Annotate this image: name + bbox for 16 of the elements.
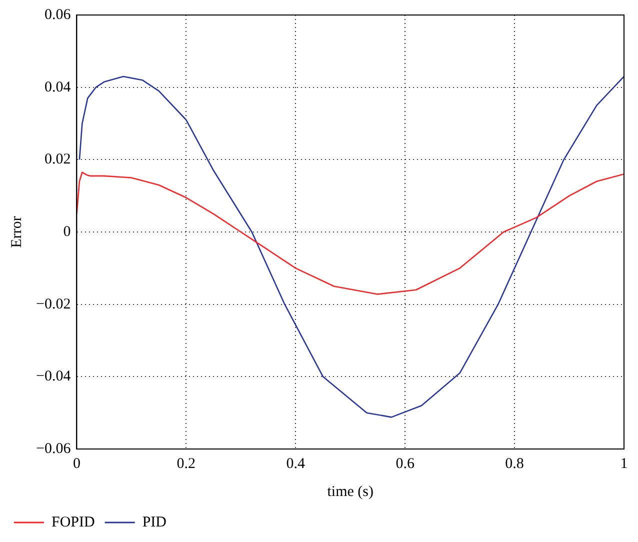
x-tick-label: 0.8 xyxy=(505,456,524,472)
legend-label: FOPID xyxy=(52,514,96,530)
x-tick-label: 1 xyxy=(620,456,628,472)
y-axis-title: Error xyxy=(8,216,25,248)
y-tick-label: −0.04 xyxy=(36,368,72,385)
y-tick-label: −0.06 xyxy=(36,440,72,457)
y-tick-label: −0.02 xyxy=(36,296,71,312)
y-tick-label: 0 xyxy=(63,224,71,240)
y-tick-label: 0.06 xyxy=(44,6,72,23)
x-tick-label: 0.4 xyxy=(286,456,306,472)
x-tick-label: 0.6 xyxy=(396,456,415,472)
y-tick-label: 0.04 xyxy=(44,79,72,96)
legend-label: PID xyxy=(142,514,167,530)
x-tick-label: 0.2 xyxy=(176,456,196,472)
y-tick-label: 0.02 xyxy=(44,152,71,168)
x-axis-title: time (s) xyxy=(327,484,374,500)
